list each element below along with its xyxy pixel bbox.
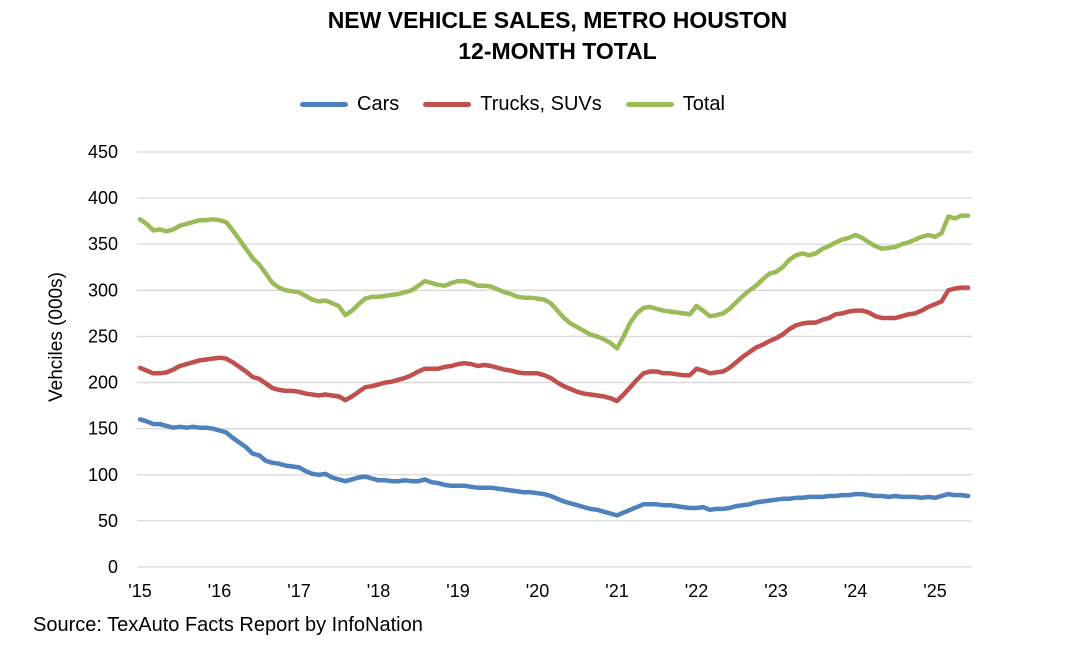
x-tick-label: '18 <box>367 581 390 601</box>
x-tick-label: '23 <box>764 581 787 601</box>
y-tick-label: 100 <box>88 465 118 485</box>
chart-legend: Cars Trucks, SUVs Total <box>300 90 749 118</box>
series-line-trucks-suvs <box>137 285 971 404</box>
x-tick-label: '25 <box>923 581 946 601</box>
legend-item-cars: Cars <box>300 93 399 116</box>
y-tick-label: 450 <box>88 142 118 162</box>
legend-label-trucks-suvs: Trucks, SUVs <box>480 92 602 115</box>
chart-title-line1: NEW VEHICLE SALES, METRO HOUSTON <box>327 7 788 33</box>
y-tick-label: 50 <box>98 511 118 531</box>
x-tick-label: '15 <box>128 581 151 601</box>
y-axis-title: Vehciles (000s) <box>46 272 67 402</box>
x-axis-ticks: '15 '16 '17 '18 '19 '20 '21 '22 '23 '24 '25 <box>128 581 946 601</box>
x-tick-label: '17 <box>287 581 310 601</box>
series-line-cars <box>137 417 971 518</box>
x-tick-label: '24 <box>844 581 867 601</box>
y-tick-label: 300 <box>88 280 118 300</box>
x-tick-label: '19 <box>446 581 469 601</box>
y-tick-label: 250 <box>88 326 118 346</box>
legend-swatch-cars <box>300 101 348 107</box>
legend-item-trucks-suvs: Trucks, SUVs <box>423 93 602 116</box>
x-tick-label: '22 <box>685 581 708 601</box>
chart-subtitle: 12-MONTH TOTAL <box>458 38 657 64</box>
legend-label-cars: Cars <box>357 92 400 115</box>
x-tick-label: '16 <box>208 581 231 601</box>
y-tick-label: 350 <box>88 234 118 254</box>
y-tick-label: 200 <box>88 373 118 393</box>
y-tick-label: 0 <box>108 557 118 577</box>
source-note: Source: TexAuto Facts Report by InfoNati… <box>33 614 423 636</box>
y-axis-ticks: 0 50 100 150 200 250 300 350 400 450 <box>88 142 118 577</box>
x-tick-label: '21 <box>605 581 628 601</box>
series-lines <box>137 213 971 518</box>
legend-swatch-total <box>625 101 674 107</box>
y-tick-label: 150 <box>88 419 118 439</box>
legend-label-total: Total <box>682 92 725 115</box>
y-tick-label: 400 <box>88 188 118 208</box>
legend-swatch-trucks-suvs <box>423 101 472 107</box>
legend-item-total: Total <box>625 92 725 116</box>
x-tick-label: '20 <box>526 581 549 601</box>
gridlines <box>137 151 972 568</box>
series-line-total <box>137 213 971 351</box>
chart-title: NEW VEHICLE SALES, METRO HOUSTON 12-MONT… <box>0 5 1075 67</box>
